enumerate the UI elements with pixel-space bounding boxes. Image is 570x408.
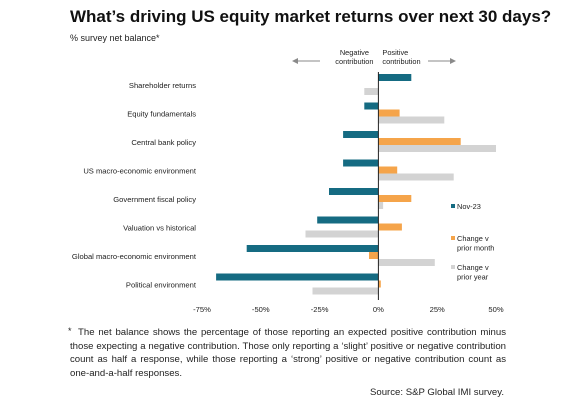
left-arrow-icon (292, 58, 298, 64)
category-label: Central bank policy (131, 138, 196, 147)
negative-contribution-label: Negative (340, 48, 369, 57)
category-label: Valuation vs historical (123, 224, 196, 233)
x-tick-label: -75% (193, 305, 211, 314)
category-label: Shareholder returns (129, 81, 196, 90)
chart-title: What’s driving US equity market returns … (70, 7, 552, 26)
bar-nov-23 (329, 188, 379, 195)
category-label: Government fiscal policy (113, 195, 196, 204)
bar-change-prior-year (378, 259, 435, 266)
bar-change-prior-year (378, 173, 454, 181)
bar-change-prior-year (364, 88, 379, 95)
bar-change-prior-month (378, 223, 402, 231)
positive-contribution-label: contribution (382, 57, 420, 66)
bar-change-prior-year (378, 145, 496, 152)
bar-change-prior-year (312, 287, 379, 295)
negative-contribution-label: contribution (335, 57, 373, 66)
legend-swatch (451, 204, 455, 208)
bar-change-prior-year (305, 230, 379, 238)
positive-contribution-label: Positive (382, 48, 408, 57)
source-note: Source: S&P Global IMI survey. (369, 387, 504, 398)
legend-swatch (451, 236, 455, 240)
x-tick-label: -25% (311, 305, 329, 314)
legend-label: Change v (457, 263, 489, 272)
bar-nov-23 (343, 159, 379, 167)
footnote: * The net balance shows the percentage o… (68, 326, 506, 380)
bar-nov-23 (364, 102, 379, 110)
bar-nov-23 (246, 245, 379, 252)
bar-nov-23 (317, 216, 379, 224)
bar-change-prior-month (378, 166, 398, 174)
bar-change-prior-month (378, 138, 461, 145)
category-label: US macro-economic environment (83, 167, 197, 176)
x-tick-label: 25% (430, 305, 445, 314)
bar-change-prior-year (378, 202, 384, 209)
footnote-marker: * (68, 326, 72, 336)
legend-label: prior month (457, 244, 494, 253)
legend-label: Change v (457, 234, 489, 243)
category-label: Political environment (126, 281, 197, 290)
bar-change-prior-month (378, 109, 400, 117)
x-tick-label: -50% (252, 305, 270, 314)
category-label: Global macro-economic environment (72, 252, 197, 261)
category-label: Equity fundamentals (127, 110, 196, 119)
legend-label: prior year (457, 273, 489, 282)
bar-change-prior-year (378, 116, 445, 124)
bar-change-prior-month (369, 252, 379, 259)
bar-nov-23 (378, 74, 412, 81)
footnote-text: The net balance shows the percentage of … (70, 327, 506, 379)
legend-swatch (451, 265, 455, 269)
bar-nov-23 (343, 131, 379, 138)
x-tick-label: 50% (488, 305, 503, 314)
right-arrow-icon (450, 58, 456, 64)
x-tick-label: 0% (373, 305, 384, 314)
chart-subtitle: % survey net balance* (70, 33, 160, 43)
bar-change-prior-month (378, 280, 381, 288)
bar-nov-23 (216, 273, 379, 281)
legend-label: Nov-23 (457, 202, 481, 211)
bar-change-prior-month (378, 195, 412, 202)
